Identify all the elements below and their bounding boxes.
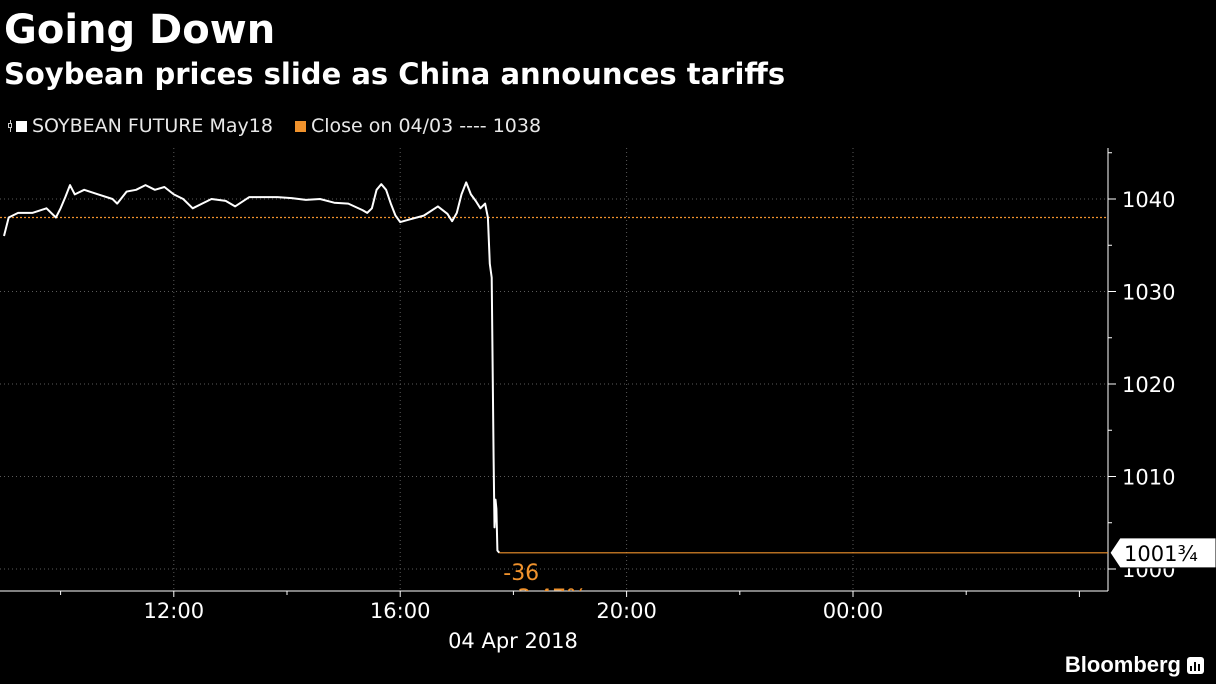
last-value-callout (1109, 537, 1216, 569)
bloomberg-logo: Bloomberg (1065, 652, 1204, 678)
last-value-label: 1001¾ (1124, 542, 1198, 566)
legend-label-series: SOYBEAN FUTURE May18 (32, 115, 273, 137)
x-tick-label: 12:00 (144, 599, 205, 623)
legend-item-close: Close on 04/03 ---- 1038 (294, 115, 542, 137)
series-line (3, 181, 501, 554)
y-tick-label: 1010 (1122, 466, 1175, 490)
legend-swatch-series (16, 120, 27, 132)
change-label: -36 (503, 561, 539, 586)
y-tick-label: 1030 (1122, 281, 1175, 305)
y-tick-label: 1040 (1122, 188, 1175, 212)
chart-legend: SOYBEAN FUTURE May18 Close on 04/03 ----… (8, 114, 563, 138)
brand-text: Bloomberg (1064, 652, 1181, 677)
chart-title: Going Down (4, 7, 276, 53)
candlestick-icon (8, 120, 14, 132)
x-tick-label: 00:00 (823, 599, 884, 623)
legend-label-close: Close on 04/03 ---- 1038 (310, 115, 542, 137)
y-tick-label: 1020 (1122, 373, 1175, 397)
change-pct-label: -3.47% (509, 586, 587, 611)
legend-item-series: SOYBEAN FUTURE May18 (8, 115, 273, 137)
x-date-label: 04 Apr 2018 (448, 629, 578, 653)
bloomberg-bars-icon (1187, 656, 1204, 674)
chart-subtitle: Soybean prices slide as China announces … (4, 57, 786, 91)
legend-swatch-close (294, 120, 306, 132)
x-tick-label: 16:00 (370, 599, 431, 623)
x-tick-label: 20:00 (596, 599, 657, 623)
